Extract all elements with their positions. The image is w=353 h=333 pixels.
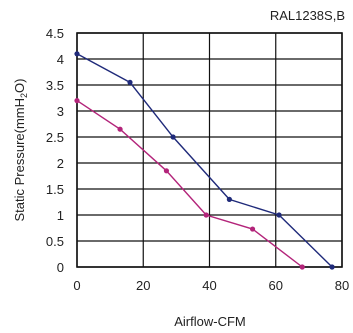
y-tick-label: 3 [57,104,64,119]
data-point [117,126,123,132]
data-point [329,264,335,270]
data-point [127,79,133,85]
data-point [276,212,282,218]
x-tick-label: 60 [269,278,283,293]
data-point [163,168,170,174]
y-tick-label: 2 [57,156,64,171]
x-tick-label: 80 [335,278,349,293]
y-axis-label-main: Static Pressure(mmH [12,98,27,222]
data-point [203,212,209,218]
data-point [74,51,80,57]
data-point [249,226,256,232]
x-tick-label: 0 [73,278,80,293]
series-line [76,53,333,268]
series-1 [74,51,335,270]
y-axis-label-subscript: 2 [19,93,29,98]
y-axis-label: Static Pressure(mmH2O) [12,79,29,222]
data-point [170,134,176,140]
chart-grid [76,32,343,268]
y-tick-label: 1 [57,208,64,223]
y-tick-label: 2.5 [46,130,64,145]
y-tick-label: 4.5 [46,26,64,41]
data-point [226,196,232,202]
data-point [299,264,305,270]
y-tick-label: 3.5 [46,78,64,93]
x-axis-label: Airflow-CFM [174,314,246,329]
y-tick-labels: 0 0.5 1 1.5 2 2.5 3 3.5 4 4.5 [46,26,64,275]
x-tick-labels: 0 20 40 60 80 [73,278,349,293]
data-point [74,98,80,104]
y-tick-label: 0.5 [46,234,64,249]
x-tick-label: 20 [136,278,150,293]
y-tick-label: 1.5 [46,182,64,197]
series-line [76,100,303,268]
chart-title: RAL1238S,B [270,8,345,23]
y-tick-label: 0 [57,260,64,275]
chart-series [74,51,335,270]
x-tick-label: 40 [202,278,216,293]
y-axis-label-end: O) [12,79,27,93]
y-tick-label: 4 [57,52,64,67]
series-2 [74,98,305,270]
